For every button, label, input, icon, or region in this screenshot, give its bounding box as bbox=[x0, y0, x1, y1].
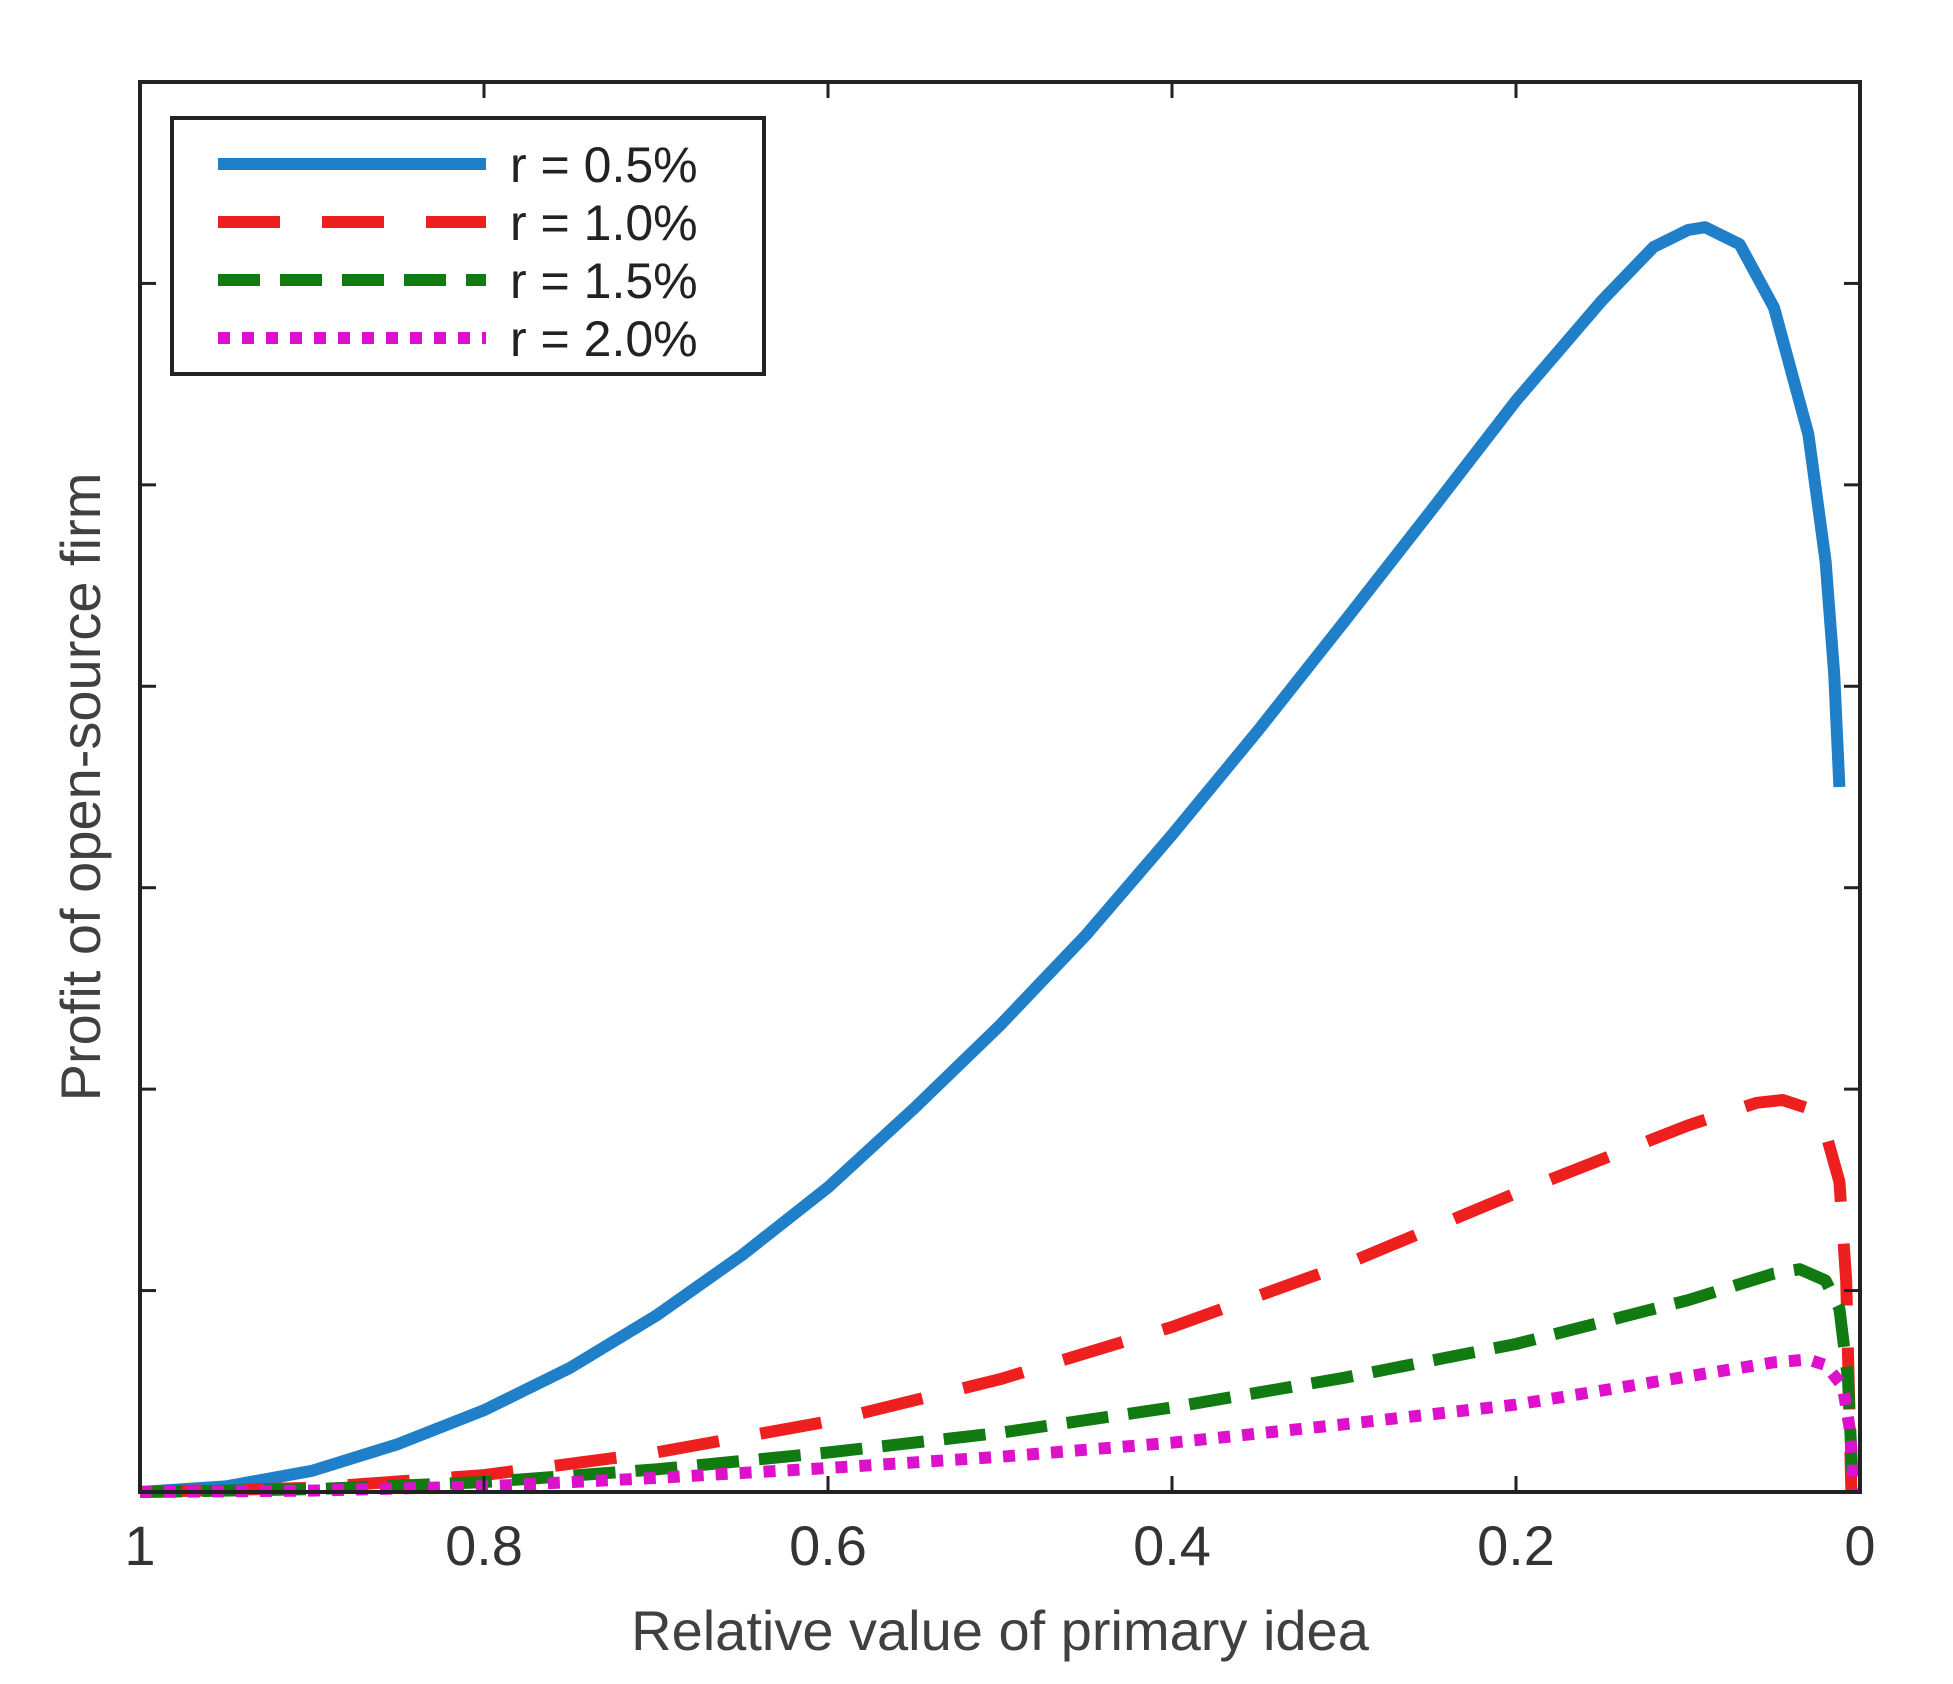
legend-label-3: r = 1.5% bbox=[510, 253, 698, 309]
x-tick-label: 0.6 bbox=[789, 1514, 867, 1577]
series-line-2 bbox=[139, 1094, 1858, 1498]
plot-frame bbox=[138, 80, 1862, 1494]
tick-layer: 1 0.8 0.6 0.4 0.2 0 bbox=[124, 82, 1876, 1577]
series-line-4 bbox=[139, 1353, 1861, 1498]
y-axis-title: Profit of open-source firm bbox=[49, 473, 112, 1102]
legend-label-4: r = 2.0% bbox=[510, 311, 698, 367]
series-layer bbox=[139, 221, 1861, 1498]
legend-label-1: r = 0.5% bbox=[510, 137, 698, 193]
x-tick-label: 0.4 bbox=[1133, 1514, 1211, 1577]
legend: r = 0.5%r = 1.0%r = 1.5%r = 2.0% bbox=[170, 116, 766, 376]
legend-label-2: r = 1.0% bbox=[510, 195, 698, 251]
x-tick-label: 0 bbox=[1844, 1514, 1875, 1577]
x-tick-label: 0.2 bbox=[1477, 1514, 1555, 1577]
x-tick-label: 1 bbox=[124, 1514, 155, 1577]
x-axis-title: Relative value of primary idea bbox=[631, 1599, 1370, 1662]
x-tick-label: 0.8 bbox=[445, 1514, 523, 1577]
series-line-1 bbox=[139, 221, 1846, 1498]
